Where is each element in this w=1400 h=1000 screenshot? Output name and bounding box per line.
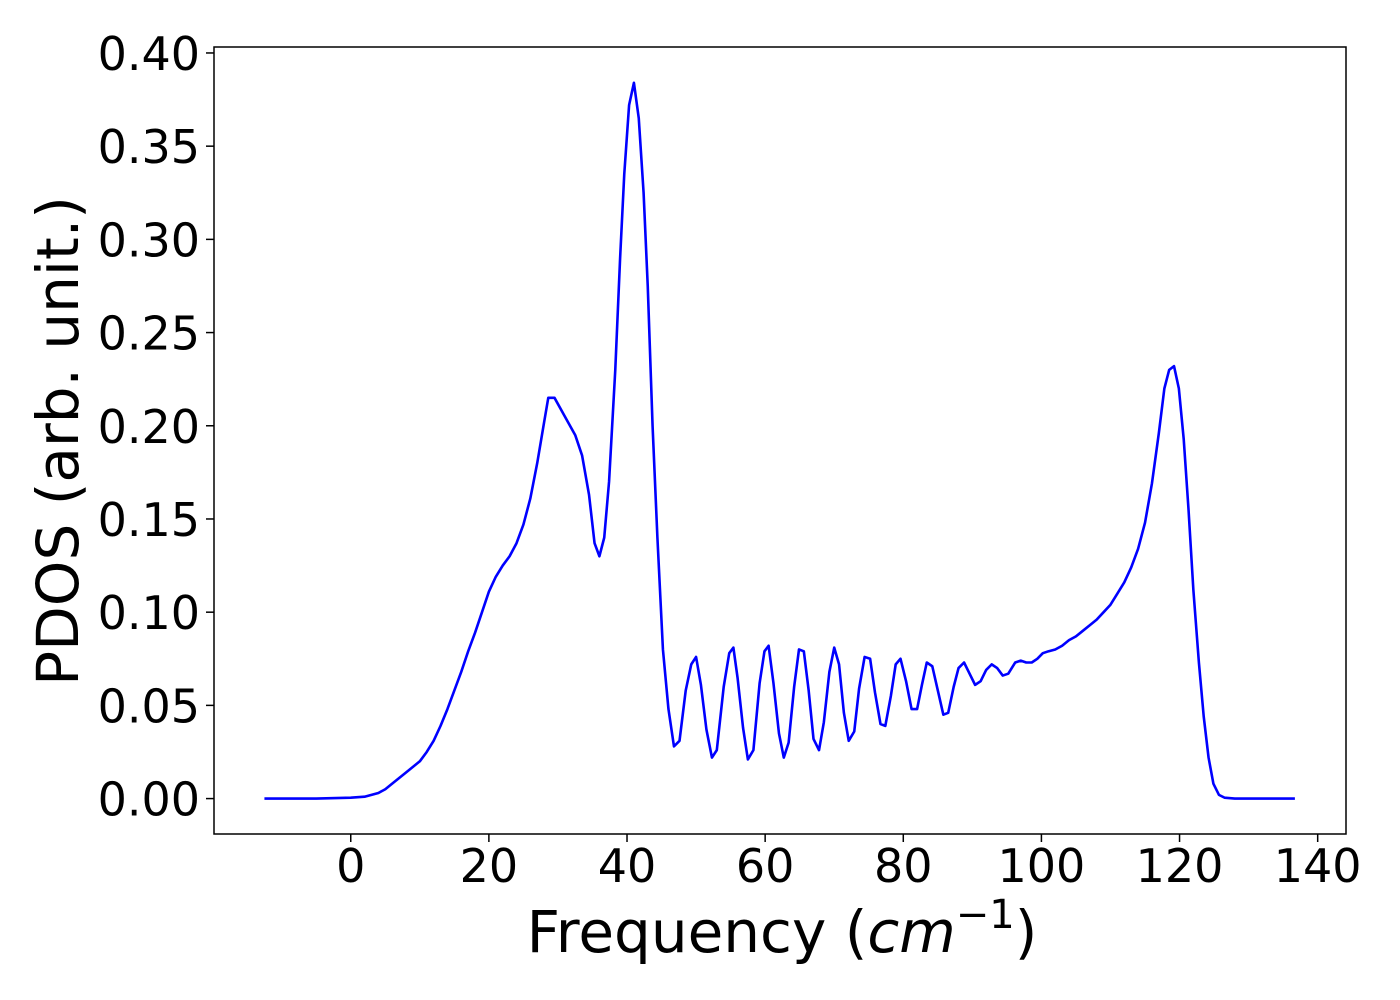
x-tick-label: 60 <box>736 839 795 893</box>
x-label-text: Frequency ( <box>527 898 868 966</box>
x-tick-label: 0 <box>336 839 365 893</box>
y-tick-label: 0.25 <box>98 307 200 361</box>
y-axis-label: PDOS (arb. unit.) <box>24 196 92 686</box>
x-tick-label: 80 <box>874 839 933 893</box>
x-tick-label: 140 <box>1274 839 1362 893</box>
x-axis-label: Frequency (cm−1) <box>527 892 1038 966</box>
x-tick-label: 20 <box>460 839 519 893</box>
plot-frame <box>213 46 1347 835</box>
data-line <box>264 81 1295 800</box>
x-label-math: cm <box>867 898 955 966</box>
x-tick-label: 40 <box>598 839 657 893</box>
y-tick-label: 0.35 <box>98 120 200 174</box>
y-tick-label: 0.10 <box>98 586 200 640</box>
y-tick-label: 0.15 <box>98 493 200 547</box>
y-tick-label: 0.40 <box>98 27 200 81</box>
x-label-sup: −1 <box>956 892 1015 938</box>
y-tick-label: 0.20 <box>98 400 200 454</box>
y-tick-label: 0.30 <box>98 213 200 267</box>
y-tick-label: 0.00 <box>98 773 200 827</box>
x-tick-label: 120 <box>1136 839 1224 893</box>
x-label-close: ) <box>1015 898 1038 966</box>
y-tick-label: 0.05 <box>98 679 200 733</box>
x-tick-label: 100 <box>998 839 1086 893</box>
